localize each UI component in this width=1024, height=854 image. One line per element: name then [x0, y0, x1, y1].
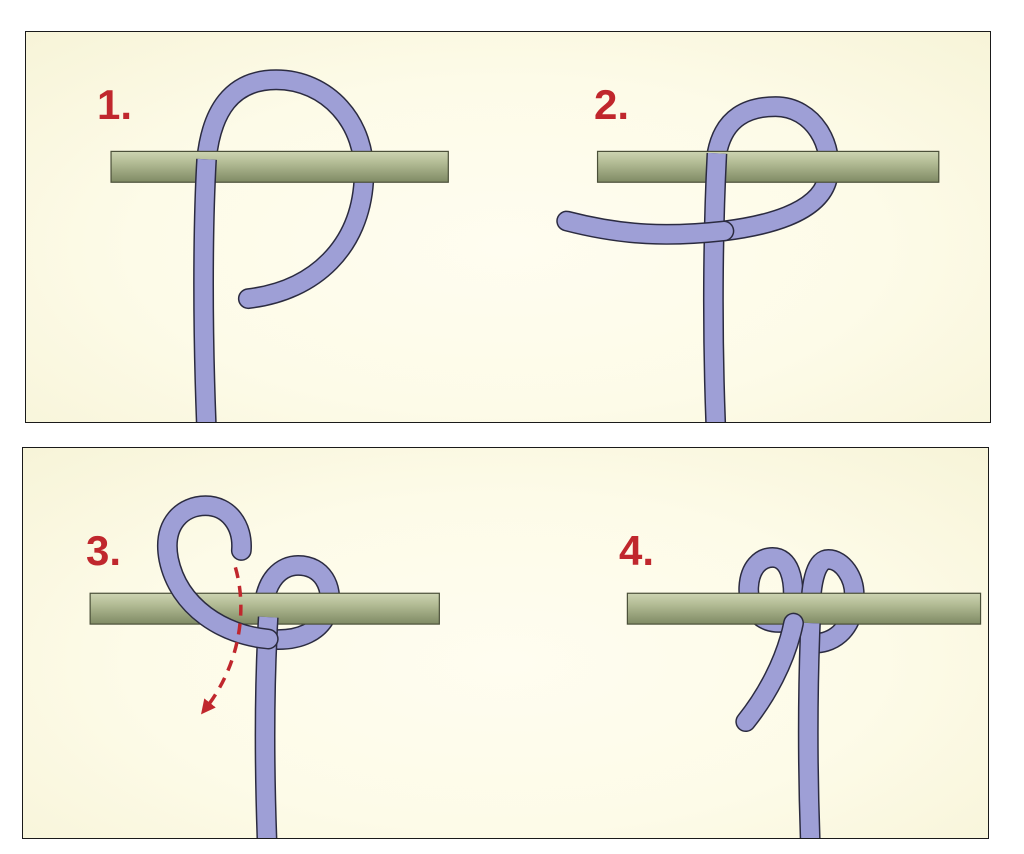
step-2-label: 2. — [594, 81, 630, 128]
step-4-illustration — [626, 546, 982, 838]
rope-working-end-4 — [735, 612, 804, 733]
step-3-label: 3. — [86, 527, 122, 574]
rope-turn-behind-rod-3 — [252, 554, 341, 650]
rope-loops-behind-rod-4 — [738, 546, 865, 654]
rope-behind-rod-2 — [706, 96, 840, 242]
rod-4 — [626, 592, 982, 625]
rope-working-end-3 — [157, 495, 279, 650]
step-1-label: 1. — [97, 81, 133, 128]
steps-3-4-illustration — [89, 495, 982, 838]
top-panel: 1. 2. — [25, 31, 991, 423]
step-1-illustration — [110, 69, 449, 422]
step-4-label: 4. — [619, 527, 655, 574]
rope-standing-part-4 — [797, 622, 821, 838]
rod-1 — [110, 150, 449, 183]
bottom-panel: 3. 4. — [22, 447, 989, 839]
step-2-illustration — [556, 96, 940, 422]
step-3-illustration — [89, 495, 440, 838]
rope-working-end-2 — [556, 210, 735, 245]
rope-standing-part-1 — [193, 158, 217, 422]
rod-2 — [596, 150, 940, 183]
rope-standing-part-3 — [254, 616, 279, 838]
rope-standing-part-2 — [702, 152, 728, 422]
steps-1-2-illustration — [110, 69, 940, 422]
rope-behind-rod-1 — [196, 69, 375, 310]
